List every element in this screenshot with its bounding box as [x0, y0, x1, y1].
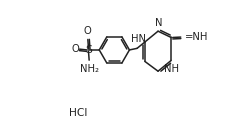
Text: =NH: =NH	[184, 32, 207, 42]
Text: O: O	[71, 44, 79, 54]
Text: HCl: HCl	[69, 108, 87, 118]
Text: NH₂: NH₂	[79, 64, 98, 74]
Text: O: O	[84, 25, 91, 36]
Text: NH: NH	[164, 64, 178, 74]
Text: HN: HN	[130, 34, 145, 44]
Text: S: S	[85, 45, 91, 55]
Text: N: N	[154, 18, 162, 27]
